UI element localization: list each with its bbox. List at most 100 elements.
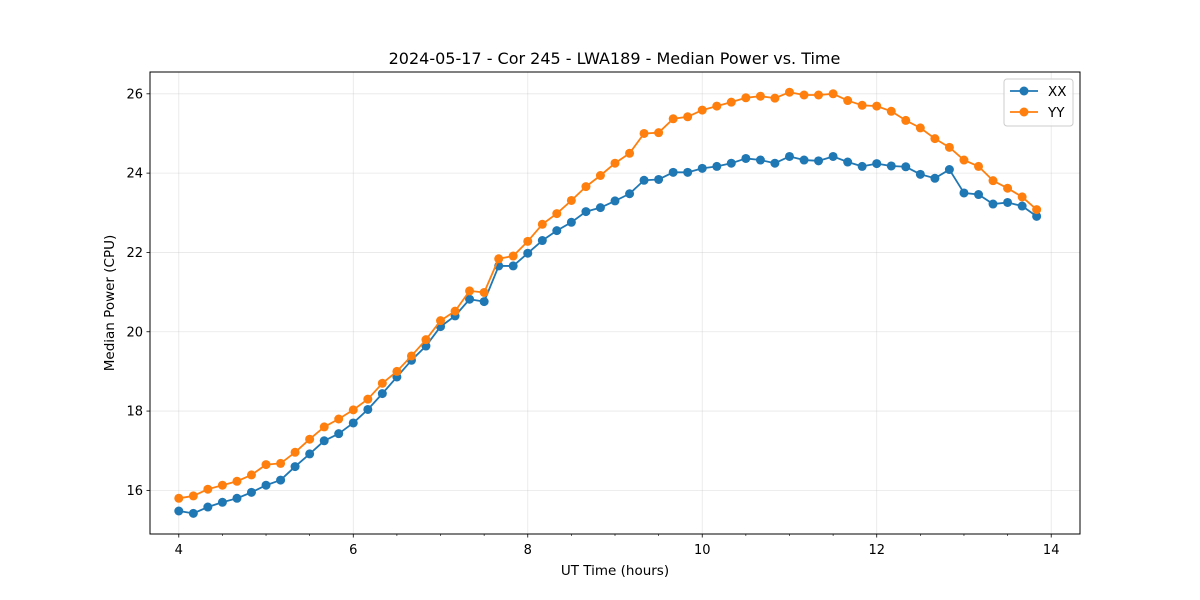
data-point-yy <box>640 129 649 138</box>
data-point-xx <box>901 162 910 171</box>
data-point-yy <box>465 286 474 295</box>
legend: XX YY <box>1004 79 1073 126</box>
x-tick-label: 12 <box>868 543 885 558</box>
data-point-yy <box>174 494 183 503</box>
data-point-yy <box>683 112 692 121</box>
data-point-yy <box>596 171 605 180</box>
data-point-xx <box>189 509 198 518</box>
data-point-yy <box>363 395 372 404</box>
legend-label-yy: YY <box>1047 105 1065 121</box>
x-tick-label: 14 <box>1043 543 1060 558</box>
data-point-yy <box>669 114 678 123</box>
data-point-xx <box>814 156 823 165</box>
series-line-xx <box>179 156 1037 513</box>
data-point-yy <box>203 485 212 494</box>
data-point-xx <box>276 476 285 485</box>
data-point-yy <box>930 134 939 143</box>
data-point-yy <box>712 102 721 111</box>
data-point-xx <box>785 152 794 161</box>
data-point-xx <box>1003 198 1012 207</box>
data-point-yy <box>189 491 198 500</box>
data-point-xx <box>218 498 227 507</box>
data-point-xx <box>291 462 300 471</box>
data-point-yy <box>858 101 867 110</box>
data-point-yy <box>611 159 620 168</box>
data-point-yy <box>567 196 576 205</box>
data-point-xx <box>887 161 896 170</box>
data-point-yy <box>320 422 329 431</box>
data-point-yy <box>407 351 416 360</box>
data-point-xx <box>509 261 518 270</box>
data-point-yy <box>552 209 561 218</box>
data-point-xx <box>305 449 314 458</box>
data-point-yy <box>959 156 968 165</box>
data-point-yy <box>378 379 387 388</box>
series-layer <box>174 88 1041 518</box>
data-point-yy <box>232 477 241 486</box>
data-point-yy <box>436 316 445 325</box>
data-point-yy <box>698 106 707 115</box>
data-point-xx <box>523 249 532 258</box>
y-axis-label: Median Power (CPU) <box>102 235 118 371</box>
data-point-yy <box>262 460 271 469</box>
x-tick-label: 4 <box>175 543 183 558</box>
x-tick-label: 8 <box>524 543 532 558</box>
data-point-xx <box>712 162 721 171</box>
x-tick-label: 6 <box>349 543 357 558</box>
data-point-xx <box>741 154 750 163</box>
data-point-xx <box>378 389 387 398</box>
data-point-yy <box>901 116 910 125</box>
data-point-xx <box>974 190 983 199</box>
data-point-xx <box>698 164 707 173</box>
data-point-yy <box>1032 205 1041 214</box>
data-point-yy <box>989 176 998 185</box>
data-point-yy <box>247 470 256 479</box>
data-point-yy <box>392 367 401 376</box>
data-point-xx <box>829 152 838 161</box>
data-point-yy <box>770 94 779 103</box>
data-point-xx <box>930 174 939 183</box>
data-point-xx <box>596 203 605 212</box>
data-point-yy <box>785 88 794 97</box>
data-point-xx <box>247 488 256 497</box>
data-point-yy <box>741 93 750 102</box>
data-point-yy <box>218 481 227 490</box>
data-point-yy <box>509 252 518 261</box>
legend-marker-yy <box>1020 108 1029 117</box>
data-point-xx <box>262 481 271 490</box>
data-point-xx <box>581 207 590 216</box>
data-point-xx <box>625 189 634 198</box>
data-point-yy <box>523 237 532 246</box>
data-point-xx <box>640 176 649 185</box>
data-point-yy <box>494 254 503 263</box>
y-tick-label: 18 <box>126 405 143 420</box>
data-point-xx <box>334 429 343 438</box>
data-point-yy <box>1018 192 1027 201</box>
y-tick-label: 20 <box>126 325 143 340</box>
data-point-xx <box>552 226 561 235</box>
data-point-yy <box>654 128 663 137</box>
data-point-xx <box>843 158 852 167</box>
data-point-xx <box>611 196 620 205</box>
data-point-xx <box>669 168 678 177</box>
x-axis: 4 6 8 10 12 14 <box>175 534 1060 558</box>
data-point-yy <box>421 335 430 344</box>
data-point-xx <box>480 297 489 306</box>
data-point-xx <box>945 165 954 174</box>
data-point-xx <box>756 156 765 165</box>
data-point-yy <box>305 435 314 444</box>
data-point-yy <box>974 162 983 171</box>
data-point-yy <box>727 98 736 107</box>
data-point-xx <box>800 156 809 165</box>
data-point-xx <box>174 506 183 515</box>
data-point-yy <box>349 405 358 414</box>
data-point-xx <box>959 188 968 197</box>
y-tick-label: 24 <box>126 167 143 182</box>
x-axis-label: UT Time (hours) <box>561 563 669 579</box>
data-point-yy <box>800 91 809 100</box>
data-point-xx <box>683 168 692 177</box>
legend-label-xx: XX <box>1048 84 1067 100</box>
data-point-xx <box>1018 202 1027 211</box>
x-tick-label: 10 <box>694 543 711 558</box>
chart-title: 2024-05-17 - Cor 245 - LWA189 - Median P… <box>389 49 841 68</box>
